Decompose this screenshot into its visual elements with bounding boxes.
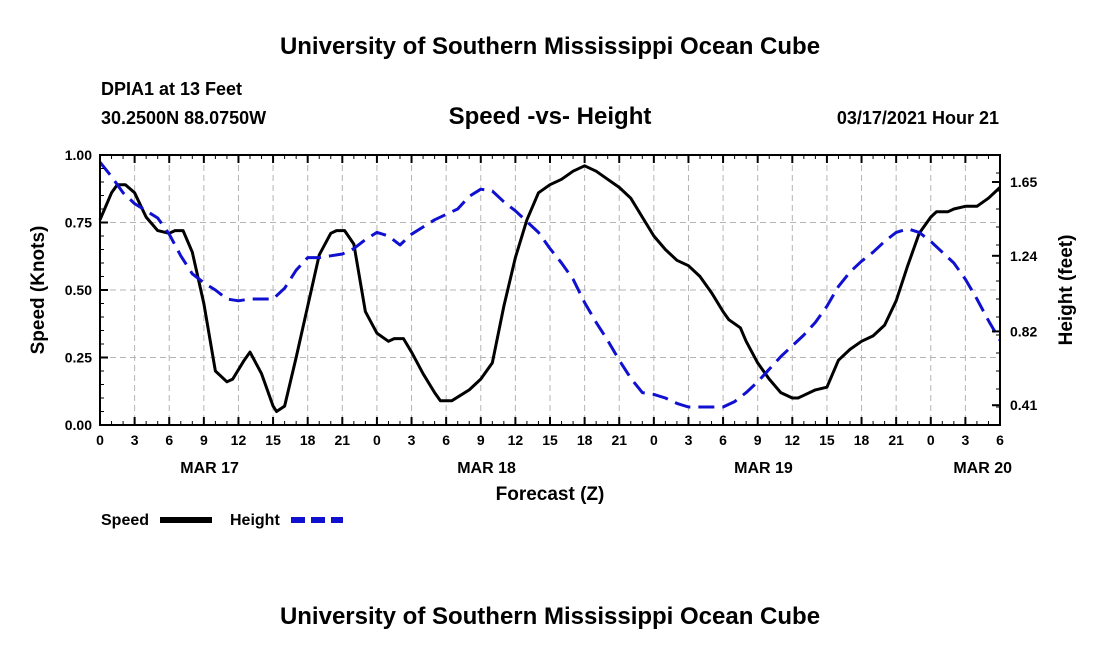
axis-ticks <box>99 154 1001 426</box>
x-tick-label: 9 <box>754 432 762 448</box>
legend-height-label: Height <box>230 512 280 529</box>
x-tick-label: 6 <box>996 432 1004 448</box>
x-tick-label: 3 <box>961 432 969 448</box>
x-tick-label: 0 <box>650 432 658 448</box>
page-title: University of Southern Mississippi Ocean… <box>280 33 820 60</box>
y-tick-label: 0.50 <box>65 282 92 298</box>
speed-series-line <box>98 164 1002 413</box>
x-tick-label: 9 <box>477 432 485 448</box>
x-tick-label: 12 <box>785 432 801 448</box>
x-tick-label: 18 <box>577 432 593 448</box>
x-tick-label: 15 <box>819 432 835 448</box>
x-tick-label: 9 <box>200 432 208 448</box>
forecast-timestamp: 03/17/2021 Hour 21 <box>837 108 999 128</box>
x-date-label: MAR 18 <box>457 460 516 477</box>
x-tick-label: 12 <box>508 432 524 448</box>
x-tick-label: 3 <box>685 432 693 448</box>
y-tick-label: 0.00 <box>65 417 92 433</box>
x-tick-label: 21 <box>335 432 351 448</box>
legend: Speed Height <box>101 512 343 529</box>
y2-axis-label: Height (feet) <box>1056 235 1077 346</box>
x-tick-label: 0 <box>927 432 935 448</box>
x-axis-label: Forecast (Z) <box>496 484 605 505</box>
y2-tick-label: 0.41 <box>1010 397 1037 413</box>
x-date-label: MAR 19 <box>734 460 793 477</box>
height-series-line <box>98 161 1002 409</box>
y-tick-label: 0.25 <box>65 350 92 366</box>
x-tick-label: 6 <box>165 432 173 448</box>
grid-lines <box>100 155 1000 425</box>
x-date-label: MAR 20 <box>953 460 1012 477</box>
x-tick-label: 0 <box>373 432 381 448</box>
chart-title: Speed -vs- Height <box>449 103 652 130</box>
x-tick-label: 6 <box>719 432 727 448</box>
y-axis-label: Speed (Knots) <box>28 226 49 355</box>
station-name: DPIA1 at 13 Feet <box>101 79 242 99</box>
x-tick-label: 18 <box>854 432 870 448</box>
footer-title: University of Southern Mississippi Ocean… <box>280 603 820 630</box>
tick-labels: 0 3 6 9 12 15 18 21 0 3 6 9 12 15 18 21 0 3 6 9 12 15 18 21 0 3 6 0… <box>65 147 1038 477</box>
x-tick-label: 15 <box>265 432 281 448</box>
y2-tick-label: 1.24 <box>1010 248 1037 264</box>
data-series <box>98 161 1002 413</box>
y2-tick-label: 0.82 <box>1010 323 1037 339</box>
x-tick-label: 12 <box>231 432 247 448</box>
x-tick-label: 15 <box>542 432 558 448</box>
x-tick-label: 3 <box>408 432 416 448</box>
x-tick-label: 3 <box>131 432 139 448</box>
x-tick-label: 18 <box>300 432 316 448</box>
x-tick-label: 6 <box>442 432 450 448</box>
x-tick-label: 21 <box>611 432 627 448</box>
y2-tick-label: 1.65 <box>1010 174 1037 190</box>
y-tick-label: 1.00 <box>65 147 92 163</box>
x-date-label: MAR 17 <box>180 460 239 477</box>
station-coordinates: 30.2500N 88.0750W <box>101 108 266 128</box>
x-tick-label: 21 <box>888 432 904 448</box>
y-tick-label: 0.75 <box>65 215 92 231</box>
legend-speed-label: Speed <box>101 512 149 529</box>
x-tick-label: 0 <box>96 432 104 448</box>
